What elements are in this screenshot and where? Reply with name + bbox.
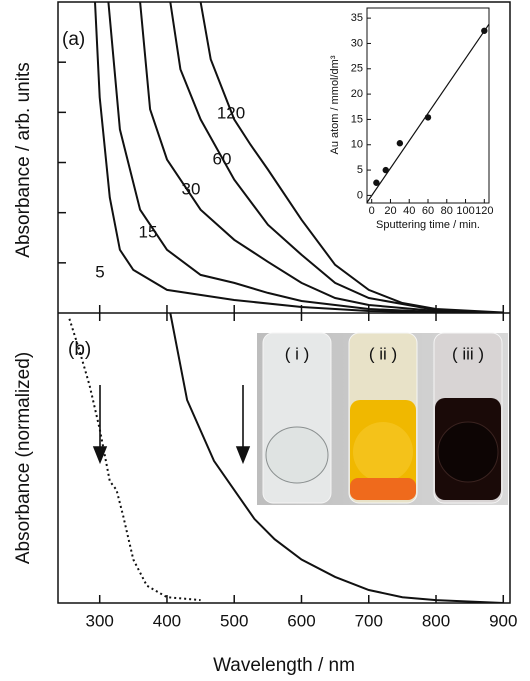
x-tick-label: 80 [441, 205, 453, 217]
y-axis-label: Absorbance (normalized) [13, 352, 34, 564]
x-tick-label: 400 [153, 611, 181, 630]
series-label: 120 [217, 103, 245, 122]
photo-label: ( i ) [285, 344, 310, 363]
point [383, 167, 389, 173]
photo-label: ( iii ) [452, 344, 484, 363]
inset-x-label: Sputtering time / min. [376, 219, 480, 231]
x-tick-label: 20 [384, 205, 396, 217]
point [373, 180, 379, 186]
x-tick-label: 40 [403, 205, 415, 217]
y-tick-label: 15 [351, 113, 363, 125]
figure: (a) (b) Absorbance / arb. units Absorban… [0, 0, 530, 681]
x-tick-label: 60 [422, 205, 434, 217]
y-tick-label: 25 [351, 63, 363, 75]
inset-y-label: Au atom / mmol/dm³ [329, 55, 341, 154]
series-label: 60 [213, 149, 232, 168]
point [481, 28, 487, 34]
x-axis-label: Wavelength / nm [213, 655, 355, 676]
x-tick-label: 120 [475, 205, 493, 217]
x-tick-label: 800 [422, 611, 450, 630]
x-tick-label: 900 [489, 611, 517, 630]
y-tick-label: 10 [351, 139, 363, 151]
y-tick-label: 20 [351, 88, 363, 100]
arrows [94, 385, 249, 462]
panel-label: (b) [68, 339, 91, 360]
series-label: 15 [139, 222, 158, 241]
x-tick-label: 500 [220, 611, 248, 630]
x-tick-label: 0 [369, 205, 375, 217]
x-tick-label: 600 [287, 611, 315, 630]
x-tick-label: 700 [355, 611, 383, 630]
y-tick-label: 35 [351, 12, 363, 24]
series-label: 5 [95, 262, 104, 281]
series-label: 30 [182, 179, 201, 198]
x-tick-label: 300 [86, 611, 114, 630]
inset-frame [367, 8, 489, 203]
photo-label: ( ii ) [369, 344, 397, 363]
curve [69, 319, 200, 600]
panel-label: (a) [62, 29, 85, 50]
y-tick-label: 5 [357, 164, 363, 176]
point [397, 140, 403, 146]
point [425, 114, 431, 120]
y-tick-label: 30 [351, 37, 363, 49]
y-axis-label: Absorbance / arb. units [13, 62, 34, 257]
page: {"chart_data":[ {"type":"line","label":"… [0, 0, 530, 681]
y-tick-label: 0 [357, 189, 363, 201]
x-tick-label: 100 [456, 205, 474, 217]
